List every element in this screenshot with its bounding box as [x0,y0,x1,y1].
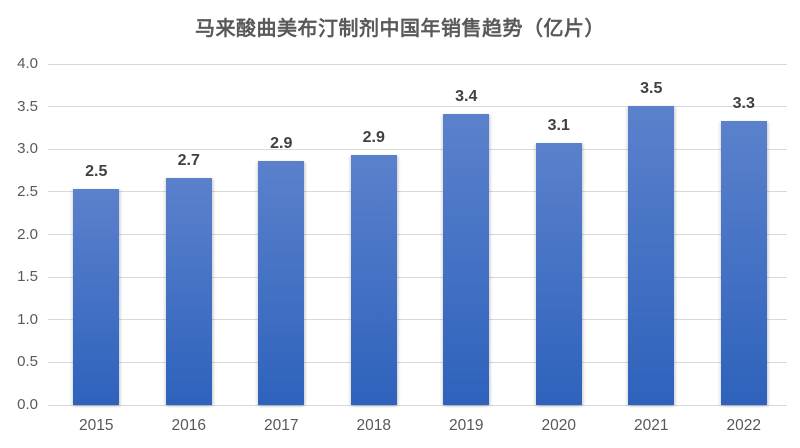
gridline [48,148,787,150]
x-axis-tick-label: 2020 [541,417,576,434]
y-axis-tick-label: 2.0 [17,225,38,243]
gridline [48,404,787,406]
x-axis-tick-label: 2021 [634,417,669,434]
gridline [48,361,787,363]
gridline [48,319,787,321]
gridline [48,63,787,65]
y-axis-tick-label: 0.0 [17,396,38,413]
bar [165,178,212,405]
bar [73,189,120,405]
y-axis-tick-label: 1.0 [17,310,38,328]
gridline [48,106,787,108]
y-axis-tick-label: 4.0 [17,55,38,72]
y-axis-tick-label: 3.0 [17,140,38,158]
bar-value-label: 2.5 [85,163,108,181]
bar-value-label: 3.1 [547,117,570,135]
x-axis-tick-label: 2018 [356,417,391,434]
gridline [48,234,787,235]
bar-value-label: 2.9 [270,135,293,153]
x-axis-tick-label: 2022 [726,417,761,434]
bar [535,143,582,405]
x-axis-tick-label: 2015 [79,417,114,434]
y-axis-tick-label: 2.5 [17,182,38,200]
x-axis-tick-label: 2016 [171,417,206,434]
x-axis-tick-label: 2019 [449,417,484,434]
bar-value-label: 3.3 [732,95,755,113]
bar [720,121,767,405]
y-axis-tick-label: 1.5 [17,268,38,286]
y-axis-tick-label: 3.5 [17,97,38,115]
bar [350,155,397,405]
bar-value-label: 3.5 [640,79,663,97]
y-axis-tick-label: 0.5 [17,353,38,371]
bar [258,161,305,405]
bar-value-label: 2.9 [362,129,385,147]
bar [443,114,490,405]
bar [628,105,675,405]
gridline [48,276,787,278]
bar-value-label: 2.7 [177,152,200,170]
bar-value-label: 3.4 [455,88,478,106]
chart-title: 马来酸曲美布汀制剂中国年销售趋势（亿片） [195,18,605,40]
x-axis-tick-label: 2017 [264,417,299,434]
gridline [48,191,787,193]
